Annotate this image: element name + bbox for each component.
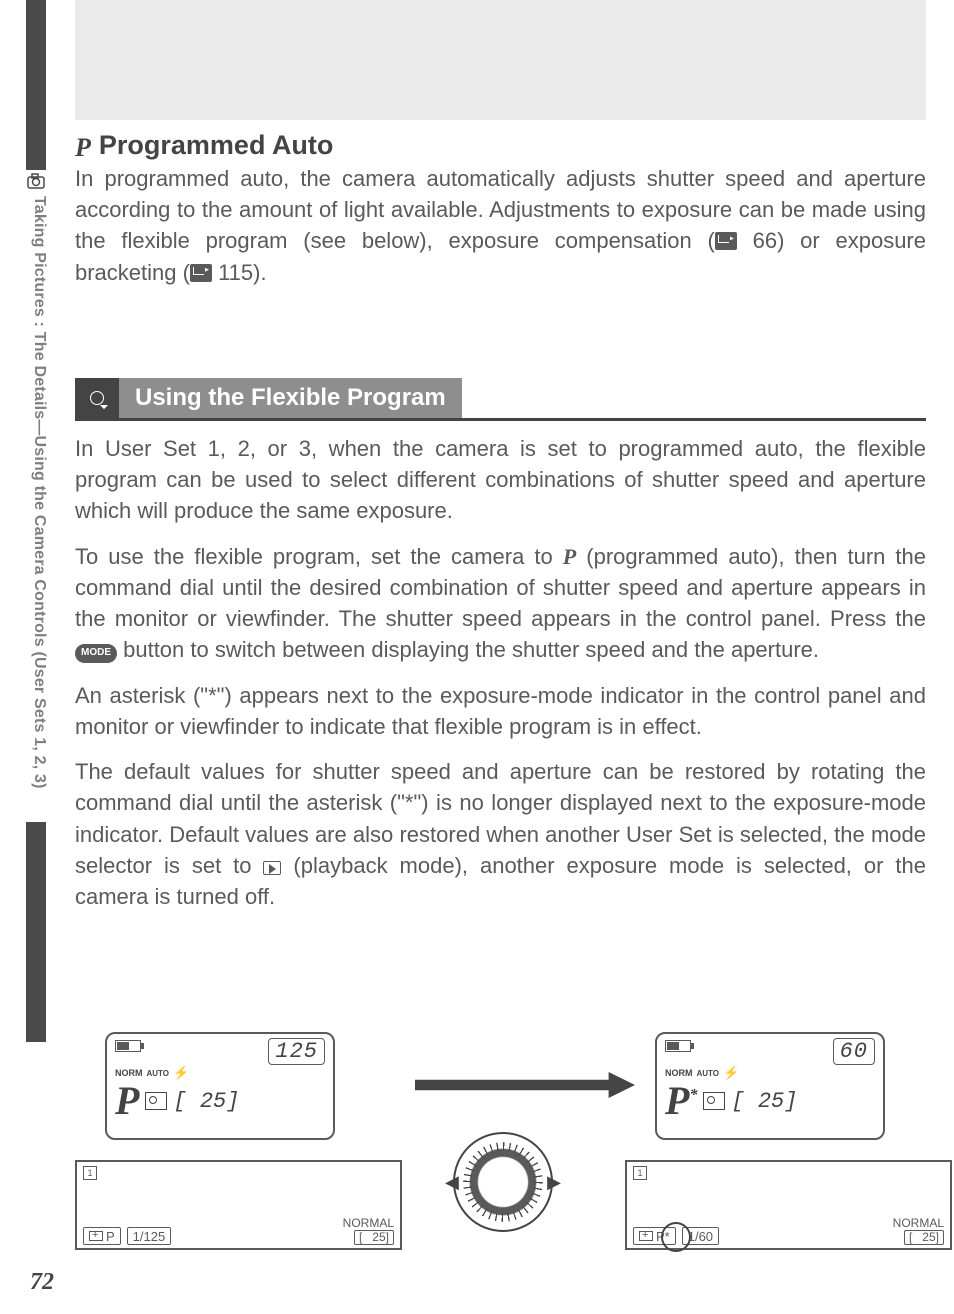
auto-label: AUTO: [147, 1069, 170, 1078]
page-number: 72: [30, 1269, 54, 1296]
mode-indicator: P*: [665, 1081, 697, 1121]
shutter-box: 1/125: [127, 1227, 172, 1245]
lcd-panel-after: 60 NORM AUTO ⚡ P* [ 25]: [655, 1032, 885, 1140]
paragraph-4: An asterisk ("*") appears next to the ex…: [75, 680, 926, 742]
af-icon: [639, 1231, 653, 1241]
quality-label: NORMAL: [893, 1217, 944, 1230]
asterisk: *: [689, 1087, 697, 1104]
section-title: Programmed Auto: [99, 130, 334, 161]
playback-mode-icon: [263, 861, 281, 875]
battery-icon: [665, 1040, 691, 1052]
card-icon: [145, 1092, 167, 1110]
page-ref-icon: [715, 232, 737, 250]
header-gray-band: [75, 0, 926, 120]
norm-label: NORM: [665, 1068, 693, 1078]
mode-button-icon: MODE: [75, 644, 117, 662]
transition-arrow: [415, 1072, 635, 1098]
shutter-counter: 125: [268, 1038, 325, 1065]
remaining-count: [ 25]: [173, 1089, 239, 1114]
paragraph-3: To use the flexible program, set the cam…: [75, 541, 926, 666]
dial-arrow-left: ◀: [445, 1172, 459, 1193]
sub-header: Using the Flexible Program: [75, 378, 926, 421]
p3-a: To use the flexible program, set the cam…: [75, 544, 563, 569]
sub-header-title: Using the Flexible Program: [119, 378, 462, 418]
dial-arrow-right: ▶: [547, 1172, 561, 1193]
af-icon: [89, 1231, 103, 1241]
monitor-after: 1 P* 1/60 NORMAL [ 25]: [625, 1160, 952, 1250]
card-icon: [703, 1092, 725, 1110]
figure-area: 125 NORM AUTO ⚡ P [ 25] 60 NORM AUTO ⚡: [75, 1032, 926, 1252]
auto-label: AUTO: [697, 1069, 720, 1078]
p-mode-inline-icon: P: [563, 544, 576, 569]
quality-label: NORMAL: [343, 1217, 394, 1230]
intro-paragraph: In programmed auto, the camera automatic…: [75, 163, 926, 288]
camera-icon: [27, 172, 45, 190]
remaining-count: [ 25]: [731, 1089, 797, 1114]
flash-icon: ⚡: [173, 1065, 189, 1081]
norm-label: NORM: [115, 1068, 143, 1078]
intro-ref-2: 115).: [212, 260, 267, 285]
user-set-indicator: 1: [633, 1166, 647, 1180]
user-set-indicator: 1: [83, 1166, 97, 1180]
paragraph-2: In User Set 1, 2, or 3, when the camera …: [75, 433, 926, 527]
af-mode-box: P: [83, 1227, 121, 1245]
lcd-panel-before: 125 NORM AUTO ⚡ P [ 25]: [105, 1032, 335, 1140]
shutter-counter: 60: [833, 1038, 875, 1065]
side-highlight-bar: [26, 822, 46, 1042]
detail-icon: [90, 391, 104, 405]
remaining-val: 25: [758, 1089, 784, 1114]
command-dial: ◀▶: [453, 1132, 553, 1232]
battery-icon: [115, 1040, 141, 1052]
mode-indicator: P: [115, 1081, 139, 1121]
remaining-val: 25: [372, 1230, 385, 1244]
flash-icon: ⚡: [723, 1065, 739, 1081]
highlight-circle: [661, 1222, 691, 1252]
sub-header-icon-tab: [75, 378, 119, 418]
page-ref-icon: [190, 264, 212, 282]
remaining-val: 25: [922, 1230, 935, 1244]
mode-text: P: [106, 1229, 115, 1244]
remaining-val: 25: [200, 1089, 226, 1114]
paragraph-5: The default values for shutter speed and…: [75, 756, 926, 912]
mode-p: P: [665, 1078, 689, 1123]
remaining-box: [ 25]: [354, 1230, 394, 1245]
side-tab-dark: [26, 0, 46, 170]
remaining-box: [ 25]: [904, 1230, 944, 1245]
mode-p-icon: P: [75, 133, 91, 163]
side-section-label: Taking Pictures : The Details—Using the …: [30, 196, 48, 789]
p3-c: button to switch between displaying the …: [117, 637, 819, 662]
monitor-before: 1 P 1/125 NORMAL [ 25]: [75, 1160, 402, 1250]
